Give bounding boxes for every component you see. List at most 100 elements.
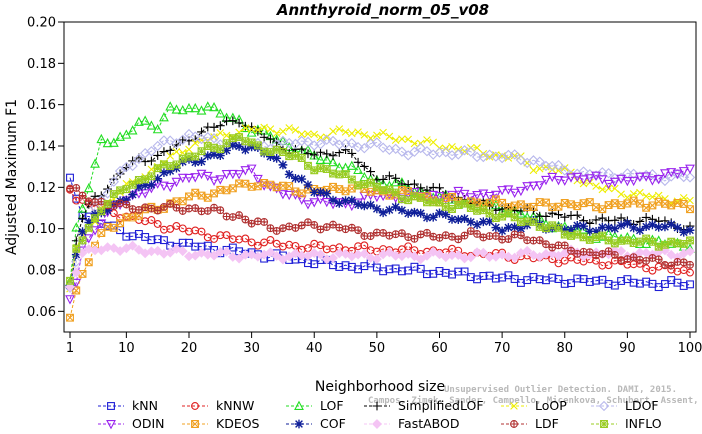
watermark: Unsupervised Outlier Detection. DAMI, 20… <box>368 384 702 406</box>
x-tick-label: 1 <box>66 341 74 356</box>
point-ldf <box>366 232 375 240</box>
x-axis: 1 10 20 30 40 50 60 70 80 90 100 <box>66 332 702 356</box>
point-ldf <box>585 248 594 257</box>
point-kdeos <box>510 201 519 210</box>
point-loop <box>404 135 412 144</box>
point-simplifiedlof <box>410 179 419 189</box>
legend-item-kdeos: KDEOS <box>182 416 260 431</box>
point-lof <box>597 231 608 241</box>
point-ldof <box>152 140 163 152</box>
point-knnw <box>266 235 275 244</box>
point-ldf <box>648 254 657 262</box>
y-tick-label: 0.06 <box>27 305 56 320</box>
point-inflo <box>542 224 550 233</box>
point-odin <box>478 189 489 199</box>
point-ldf <box>78 191 87 200</box>
point-cof <box>334 198 344 208</box>
point-odin <box>309 198 320 208</box>
point-cof <box>579 221 588 231</box>
legend-label: SimplifiedLOF <box>398 398 484 413</box>
point-cof <box>128 190 138 200</box>
point-loop <box>360 131 369 139</box>
point-odin <box>528 181 539 192</box>
point-simplifiedlof <box>78 213 87 223</box>
point-kdeos <box>347 184 356 193</box>
point-ldf <box>642 257 651 265</box>
point-cof <box>478 217 488 227</box>
point-kdeos <box>529 202 538 211</box>
legend-item-loop: LoOP <box>501 398 567 413</box>
point-fastabod <box>616 246 627 256</box>
point-loop <box>279 127 287 136</box>
point-inflo <box>97 207 106 216</box>
point-simplifiedlof <box>147 156 156 166</box>
point-loop <box>385 132 394 141</box>
point-simplifiedlof <box>234 118 244 128</box>
point-lof <box>127 125 138 135</box>
point-knnw <box>241 234 250 243</box>
point-fastabod <box>177 246 188 257</box>
point-knn <box>66 173 74 182</box>
point-cof <box>140 181 150 190</box>
point-odin <box>584 174 595 184</box>
point-fastabod <box>108 243 119 254</box>
point-ldof <box>371 137 383 148</box>
point-inflo <box>109 190 118 198</box>
point-simplifiedlof <box>140 157 150 167</box>
point-cof <box>384 205 394 215</box>
point-ldof <box>277 135 289 147</box>
point-fastabod <box>196 247 207 258</box>
point-inflo <box>197 147 206 156</box>
y-axis-label: Adjusted Maximum F1 <box>4 99 20 255</box>
point-kdeos <box>272 183 281 192</box>
point-simplifiedlof <box>610 215 620 225</box>
point-ldf <box>391 230 400 239</box>
point-lof <box>96 133 107 144</box>
point-kdeos <box>485 198 494 207</box>
point-odin <box>321 197 332 208</box>
point-loop <box>485 153 494 161</box>
point-inflo <box>103 200 112 208</box>
point-cof <box>278 160 288 170</box>
point-fastabod <box>209 250 220 261</box>
point-fastabod <box>83 244 94 255</box>
point-cof <box>604 223 613 232</box>
legend: kNN kNNW LOF SimplifiedLOF LoOP LDOF ODIN KDEOS… <box>98 398 662 431</box>
point-cof <box>610 224 620 234</box>
point-ldof <box>628 168 639 179</box>
point-cof <box>466 217 476 227</box>
point-lof <box>353 164 363 175</box>
legend-marker-knnw <box>191 402 199 410</box>
point-ldf <box>604 247 613 256</box>
legend-marker-ldf <box>510 420 518 428</box>
point-knnw <box>178 224 187 233</box>
point-ldf <box>329 220 337 229</box>
legend-item-ldof: LDOF <box>591 398 659 413</box>
point-cof <box>673 223 682 232</box>
point-odin <box>252 174 263 185</box>
x-tick-label: 80 <box>556 341 573 356</box>
point-loop <box>172 147 181 156</box>
point-kdeos <box>579 199 588 208</box>
point-ldf <box>354 226 363 235</box>
point-cof <box>84 217 94 227</box>
point-ldof <box>309 140 320 151</box>
point-lof <box>177 104 188 115</box>
point-ldof <box>528 155 539 166</box>
legend-marker-inflo <box>600 420 608 428</box>
legend-item-knn: kNN <box>98 398 158 413</box>
point-cof <box>629 223 639 233</box>
point-cof <box>679 227 689 237</box>
point-ldof <box>302 136 314 148</box>
point-loop <box>554 166 563 175</box>
point-ldof <box>465 146 476 157</box>
point-inflo <box>116 186 125 195</box>
point-ldf <box>654 255 663 264</box>
point-lof <box>321 154 332 164</box>
point-loop <box>423 136 431 144</box>
point-knn <box>416 264 425 273</box>
point-lof <box>108 137 119 147</box>
point-simplifiedlof <box>366 167 376 176</box>
point-cof <box>685 225 695 235</box>
